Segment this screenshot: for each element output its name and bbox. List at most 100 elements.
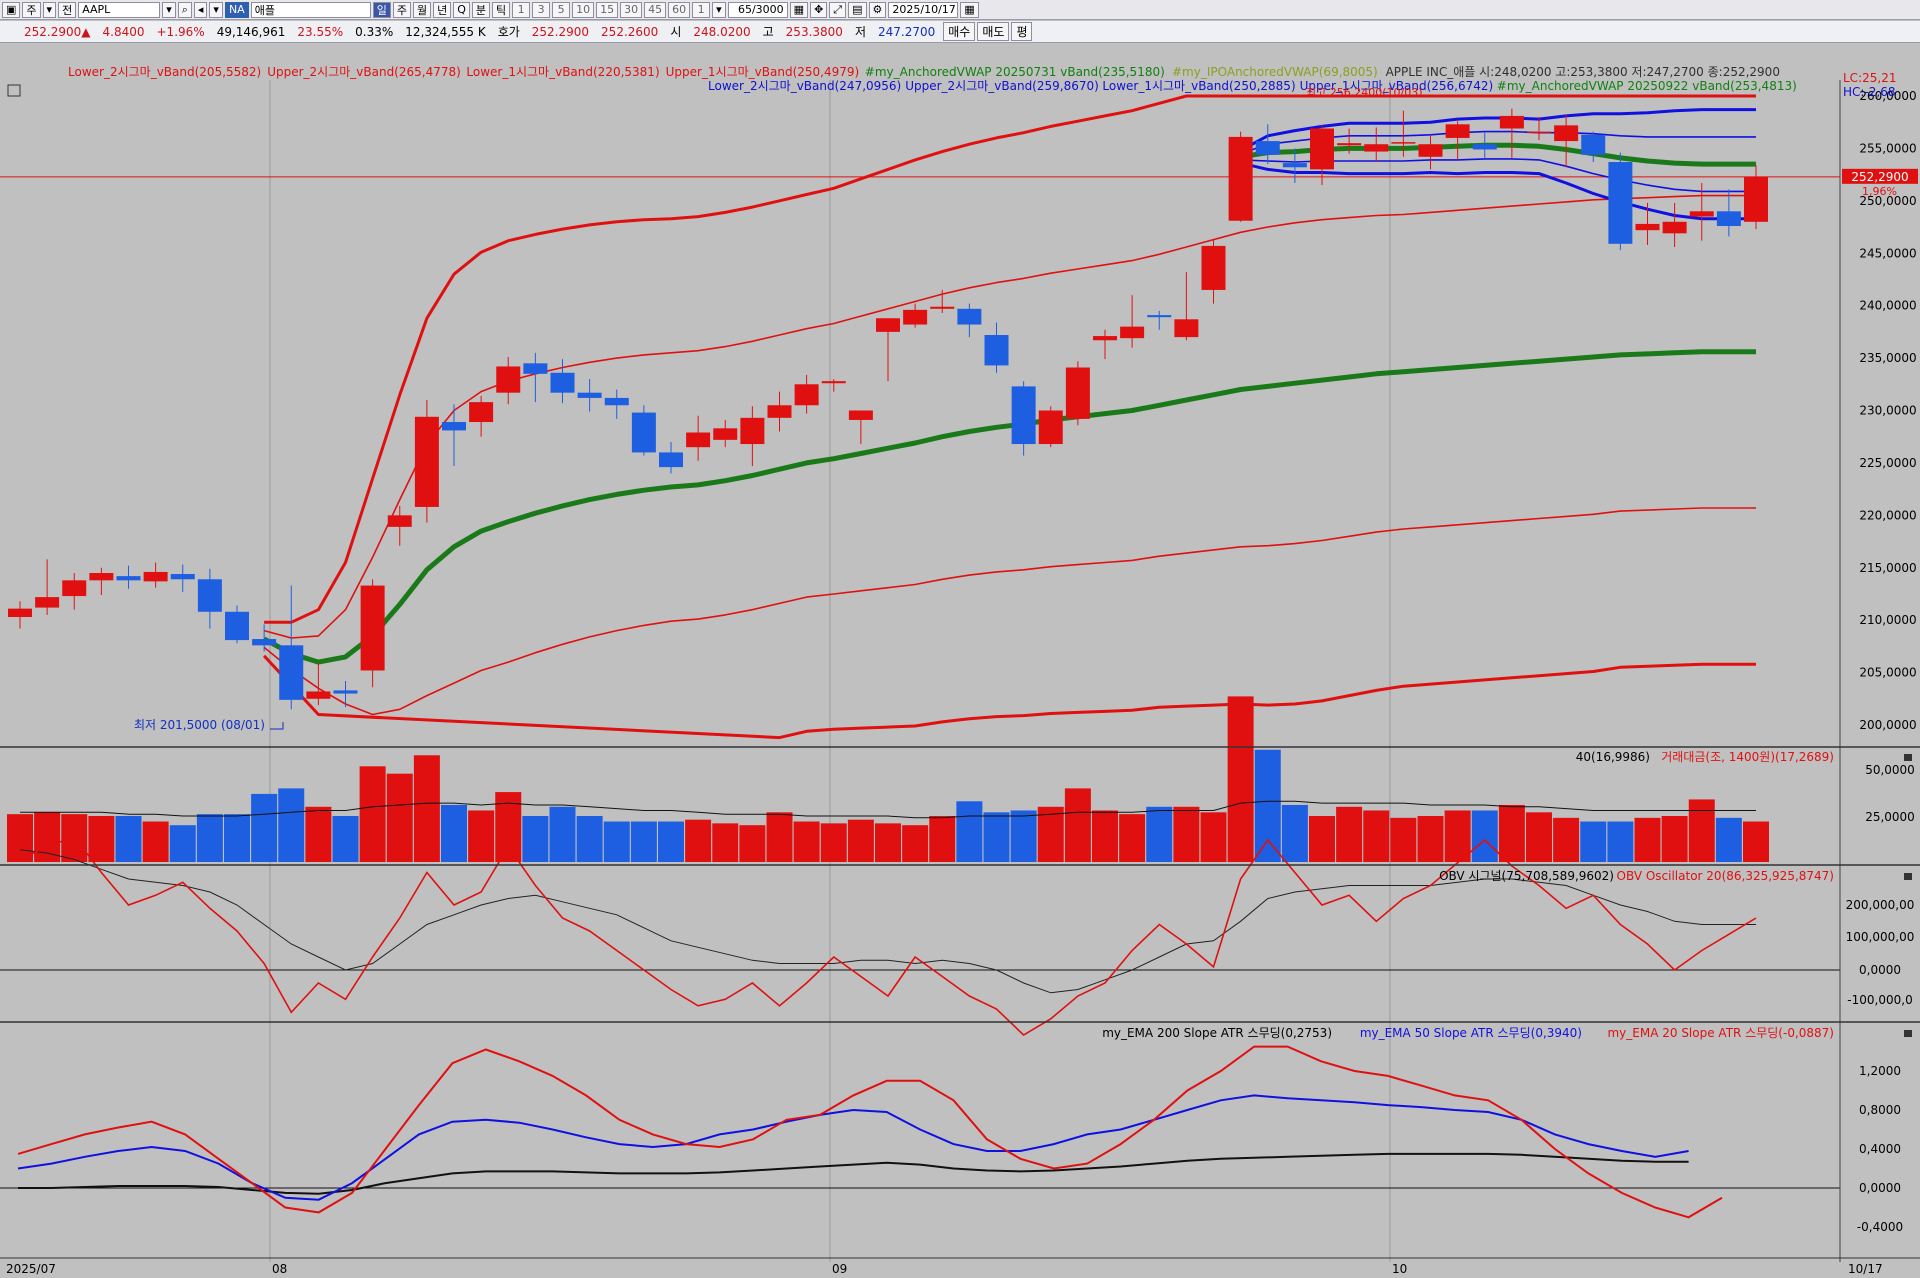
save-icon[interactable]: ▤: [848, 1, 867, 18]
date-field[interactable]: 2025/10/17: [888, 1, 959, 18]
chart-area[interactable]: 260,0000 255,0000 250,0000 245,0000 240,0000…: [0, 44, 1920, 1278]
period-tick[interactable]: 틱: [492, 1, 511, 18]
interval-15[interactable]: 15: [596, 1, 619, 18]
candle-body: [1065, 367, 1090, 419]
quote-bar: 252.2900▲ 4.8400 +1.96% 49,146,961 23.55…: [0, 21, 1920, 43]
average-button[interactable]: 평: [1011, 22, 1033, 41]
chart-grid: [0, 80, 1840, 1262]
tools-icon[interactable]: ✥: [810, 1, 828, 18]
volume-bar: [929, 816, 956, 862]
candle-body: [577, 392, 602, 398]
period-week[interactable]: 주: [392, 1, 411, 18]
interval-5[interactable]: 5: [552, 1, 571, 18]
volume-bar: [1173, 806, 1200, 862]
period-day[interactable]: 일: [372, 1, 391, 18]
sell-button[interactable]: 매도: [977, 22, 1010, 41]
candle-body: [1662, 221, 1687, 234]
candle-body: [170, 574, 195, 580]
price-tick-label: 230,0000: [1859, 404, 1916, 418]
volume-bar: [1471, 810, 1498, 862]
market-dropdown-icon[interactable]: ▾: [42, 1, 57, 18]
candle-body: [1282, 163, 1307, 168]
obv-tick-label: 200,000,00: [1846, 898, 1915, 912]
price-change-pct: +1.96%: [156, 24, 205, 39]
obv-tick-label: -100,000,0: [1847, 993, 1912, 1007]
volume-bar: [1010, 810, 1037, 862]
candle-body: [116, 576, 141, 581]
volume-bar: [1281, 804, 1308, 862]
volume-bar: [1553, 817, 1580, 862]
x-label-end: 10/17: [1848, 1262, 1883, 1276]
turnover-ratio: 0.33%: [355, 24, 394, 39]
zoom-icon[interactable]: ⤢: [829, 1, 847, 18]
interval-1[interactable]: 1: [512, 1, 531, 18]
speaker-dropdown-icon[interactable]: ▾: [209, 1, 223, 18]
interval-custom[interactable]: 1: [692, 1, 711, 18]
volume-bar: [413, 755, 440, 862]
grid-icon[interactable]: ▦: [789, 1, 809, 18]
candle-body: [740, 417, 765, 445]
legend-row2-item: Lower_1시그마_vBand(250,2885): [1102, 79, 1295, 93]
interval-60[interactable]: 60: [668, 1, 691, 18]
volume-bar: [902, 825, 929, 862]
market-button[interactable]: 주: [22, 1, 41, 18]
volume-bar: [1037, 806, 1064, 862]
stock-name-field[interactable]: 애플: [250, 1, 371, 18]
interval-30[interactable]: 30: [620, 1, 643, 18]
volume-bar: [34, 812, 61, 862]
volume-bar: [495, 792, 522, 862]
slope-tick-label: 0,4000: [1859, 1142, 1901, 1156]
upper-2sigma-band-red: [264, 94, 1756, 624]
ema50-slope-line: [17, 1094, 1689, 1201]
panel-close-icon: [1904, 754, 1912, 761]
legend-row2-item: #my_AnchoredVWAP 20250922 vBand(253,4813…: [1497, 79, 1797, 93]
interval-10[interactable]: 10: [572, 1, 595, 18]
candlesticks[interactable]: [8, 108, 1768, 710]
calendar-icon[interactable]: ▦: [960, 1, 979, 18]
interval-3[interactable]: 3: [532, 1, 551, 18]
volume-bar: [1526, 812, 1552, 862]
interval-45[interactable]: 45: [644, 1, 667, 18]
obv-oscillator-line: [19, 835, 1757, 1036]
price-tick-label: 225,0000: [1859, 456, 1916, 470]
vwap-bands: [262, 94, 1756, 740]
volume-bar: [630, 821, 657, 862]
candle-body: [252, 639, 277, 646]
volume-bar: [793, 821, 820, 862]
volume-bar: [305, 806, 332, 862]
candle-body: [1499, 115, 1524, 129]
volume-bar: [1064, 788, 1091, 862]
volume-bar: [196, 814, 223, 862]
ema20-slope-line: [17, 1045, 1723, 1219]
slope-legend-ema50: my_EMA 50 Slope ATR 스무딩(0,3940): [1360, 1026, 1582, 1040]
count-field[interactable]: 65/3000: [727, 1, 788, 18]
candle-body: [1418, 144, 1443, 157]
obv-tick-label: 0,0000: [1859, 963, 1901, 977]
open-label: 시: [670, 25, 682, 39]
slope-lines: [0, 1045, 1840, 1219]
low-annotation: 최저 201,5000 (08/01): [134, 718, 265, 732]
symbol-dropdown-icon[interactable]: ▾: [162, 1, 176, 18]
all-button[interactable]: 전: [58, 1, 77, 18]
gear-icon[interactable]: ⚙: [868, 1, 887, 18]
slope-legend-ema20: my_EMA 20 Slope ATR 스무딩(-0,0887): [1607, 1026, 1834, 1040]
period-month[interactable]: 월: [412, 1, 432, 18]
legend-row1-item: #my_IPOAnchoredVWAP(69,8005): [1172, 65, 1378, 79]
speaker-icon[interactable]: ◂: [193, 1, 208, 18]
period-year[interactable]: 년: [433, 1, 452, 18]
interval-dropdown-icon[interactable]: ▾: [712, 1, 726, 18]
volume-bar: [1417, 816, 1444, 862]
period-minute[interactable]: 분: [471, 1, 491, 18]
buy-button[interactable]: 매수: [943, 22, 976, 41]
candle-body: [1011, 386, 1036, 445]
symbol-input[interactable]: AAPL: [78, 1, 161, 18]
period-quarter[interactable]: Q: [453, 1, 470, 18]
candle-body: [1255, 141, 1280, 155]
candle-body: [794, 384, 819, 406]
price-tick-label: 205,0000: [1859, 666, 1916, 680]
volume-bar: [549, 806, 576, 862]
price-tick-label: 200,0000: [1859, 718, 1916, 732]
layout-icon[interactable]: ▣: [2, 1, 21, 18]
search-icon[interactable]: ⌕: [177, 1, 192, 18]
candle-body: [143, 571, 168, 582]
